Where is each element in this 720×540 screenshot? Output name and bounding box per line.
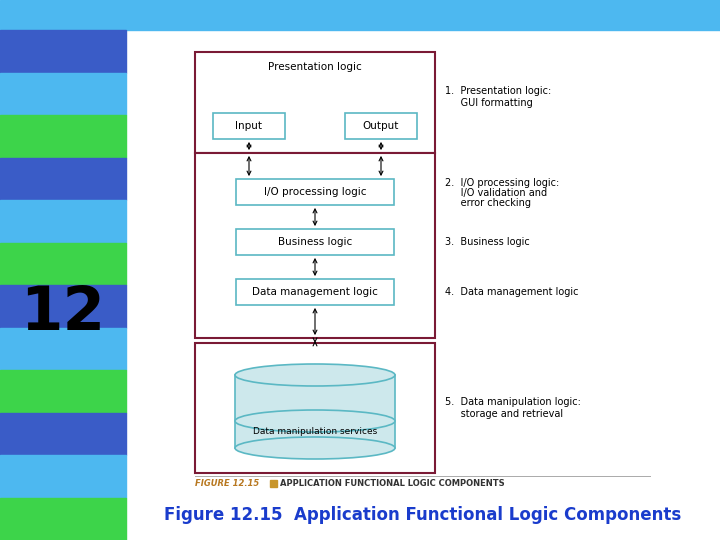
- Ellipse shape: [235, 410, 395, 432]
- Text: Input: Input: [235, 121, 263, 131]
- Text: 5.  Data manipulation logic:: 5. Data manipulation logic:: [445, 397, 581, 407]
- Bar: [235, 375, 395, 448]
- Bar: [236, 179, 394, 205]
- Bar: [0, 285, 126, 327]
- Text: 2.  I/O processing logic:: 2. I/O processing logic:: [445, 178, 559, 188]
- Text: Business logic: Business logic: [278, 237, 352, 247]
- Text: 12: 12: [20, 284, 106, 343]
- Text: Data management logic: Data management logic: [252, 287, 378, 297]
- Bar: [270, 480, 277, 487]
- Bar: [236, 229, 394, 255]
- Bar: [0, 200, 126, 242]
- Bar: [195, 153, 435, 338]
- Text: Data manipulation services: Data manipulation services: [253, 428, 377, 436]
- Bar: [0, 497, 126, 540]
- Bar: [213, 113, 285, 139]
- Bar: [236, 375, 394, 448]
- Ellipse shape: [235, 437, 395, 459]
- Text: error checking: error checking: [445, 198, 531, 208]
- Bar: [0, 455, 126, 497]
- Bar: [0, 370, 126, 413]
- Bar: [0, 115, 126, 158]
- Bar: [0, 158, 126, 200]
- Bar: [345, 113, 417, 139]
- Bar: [236, 279, 394, 305]
- Bar: [0, 30, 126, 72]
- Text: I/O processing logic: I/O processing logic: [264, 187, 366, 197]
- Text: Output: Output: [363, 121, 399, 131]
- Text: 4.  Data management logic: 4. Data management logic: [445, 287, 578, 297]
- Text: 1.  Presentation logic:: 1. Presentation logic:: [445, 85, 552, 96]
- Text: GUI formatting: GUI formatting: [445, 98, 533, 107]
- Ellipse shape: [235, 364, 395, 386]
- Text: Presentation logic: Presentation logic: [268, 62, 362, 72]
- Text: I/O validation and: I/O validation and: [445, 188, 547, 198]
- Bar: [0, 413, 126, 455]
- Text: Figure 12.15  Application Functional Logic Components: Figure 12.15 Application Functional Logi…: [164, 506, 682, 524]
- Text: 3.  Business logic: 3. Business logic: [445, 237, 530, 247]
- Text: storage and retrieval: storage and retrieval: [445, 409, 563, 419]
- Text: APPLICATION FUNCTIONAL LOGIC COMPONENTS: APPLICATION FUNCTIONAL LOGIC COMPONENTS: [280, 480, 505, 489]
- Text: FIGURE 12.15: FIGURE 12.15: [195, 480, 259, 489]
- Bar: [195, 343, 435, 473]
- Bar: [0, 327, 126, 370]
- Bar: [0, 0, 720, 30]
- Bar: [0, 242, 126, 285]
- Bar: [195, 52, 435, 153]
- Bar: [0, 72, 126, 115]
